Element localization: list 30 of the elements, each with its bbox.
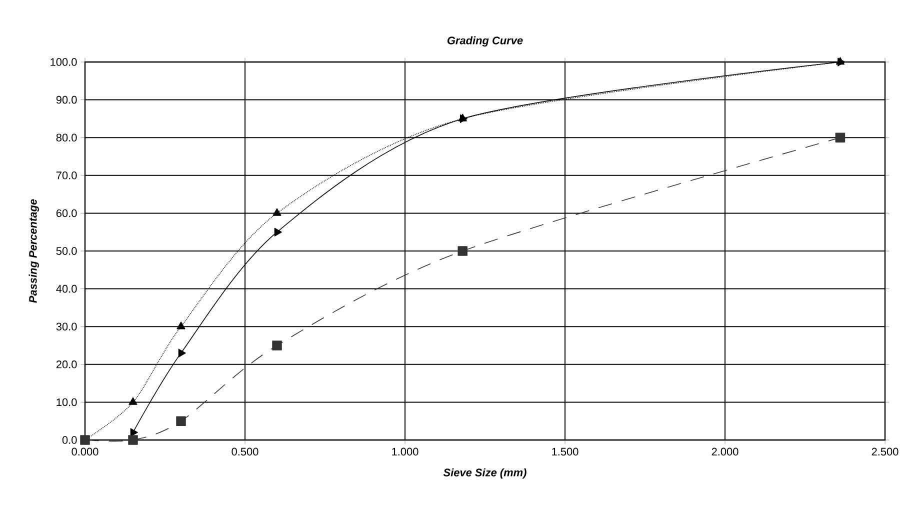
y-tick-label: 30.0 — [56, 322, 77, 330]
x-tick-label: 0.500 — [232, 448, 258, 456]
x-axis-title: Sieve Size (mm) — [443, 468, 526, 479]
x-tick-label: 0.000 — [72, 448, 98, 456]
x-tick-label: 2.500 — [872, 448, 898, 456]
point — [128, 435, 138, 445]
y-tick-label: 80.0 — [56, 134, 77, 142]
x-tick-label: 2.000 — [712, 448, 738, 456]
x-tick-label: 1.500 — [552, 448, 578, 456]
y-tick-label: 100.0 — [50, 58, 77, 66]
chart-title: Grading Curve — [447, 36, 523, 46]
y-tick-label: 10.0 — [56, 398, 77, 406]
point — [458, 246, 468, 256]
y-tick-label: 40.0 — [56, 284, 77, 293]
point — [176, 322, 186, 330]
y-axis-title: Passing Percentage — [28, 199, 39, 303]
point — [835, 132, 846, 142]
y-tick-label: 90.0 — [56, 96, 77, 104]
point — [274, 228, 282, 236]
y-tick-label: 70.0 — [56, 172, 77, 180]
y-tick-label: 20.0 — [56, 360, 77, 368]
y-tick-label: 60.0 — [56, 209, 77, 218]
point — [272, 340, 282, 350]
y-tick-label: 50.0 — [56, 247, 77, 255]
x-tick-label: 1.000 — [392, 448, 418, 456]
point — [272, 208, 282, 216]
point — [128, 397, 138, 405]
point — [176, 416, 186, 426]
point — [178, 348, 186, 358]
y-tick-label: 0.0 — [62, 436, 77, 444]
